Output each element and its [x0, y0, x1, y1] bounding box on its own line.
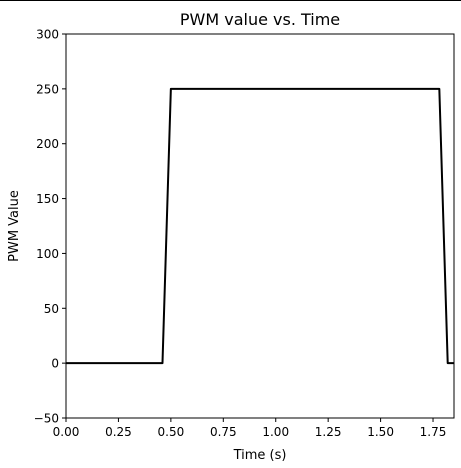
top-border-line [0, 0, 461, 1]
x-tick-label: 0.00 [53, 425, 80, 439]
y-tick-label: −50 [34, 412, 59, 426]
plot-area [66, 87, 454, 365]
x-tick-label: 1.75 [420, 425, 447, 439]
y-axis-label: PWM Value [7, 190, 22, 262]
series-line-0 [66, 87, 454, 365]
y-tick-label: 0 [51, 357, 59, 371]
y-tick-label: 50 [44, 302, 59, 316]
axes-frame [65, 33, 455, 419]
x-tick-label: 0.75 [210, 425, 237, 439]
y-tick-label: 250 [36, 82, 59, 96]
y-tick-label: 200 [36, 137, 59, 151]
x-tick-label: 0.50 [158, 425, 185, 439]
x-tick-label: 1.25 [315, 425, 342, 439]
chart-title: PWM value vs. Time [180, 10, 340, 29]
x-tick-label: 1.00 [262, 425, 289, 439]
x-tick-label: 0.25 [105, 425, 132, 439]
x-axis-label: Time (s) [233, 448, 287, 463]
y-tick-label: 150 [36, 192, 59, 206]
axes: 0.00 0.25 0.50 0.75 1.00 1.25 1.50 1.75 −50 0 50 10… [34, 28, 455, 439]
y-tick-label: 100 [36, 247, 59, 261]
x-tick-label: 1.50 [367, 425, 394, 439]
y-tick-label: 300 [36, 28, 59, 42]
